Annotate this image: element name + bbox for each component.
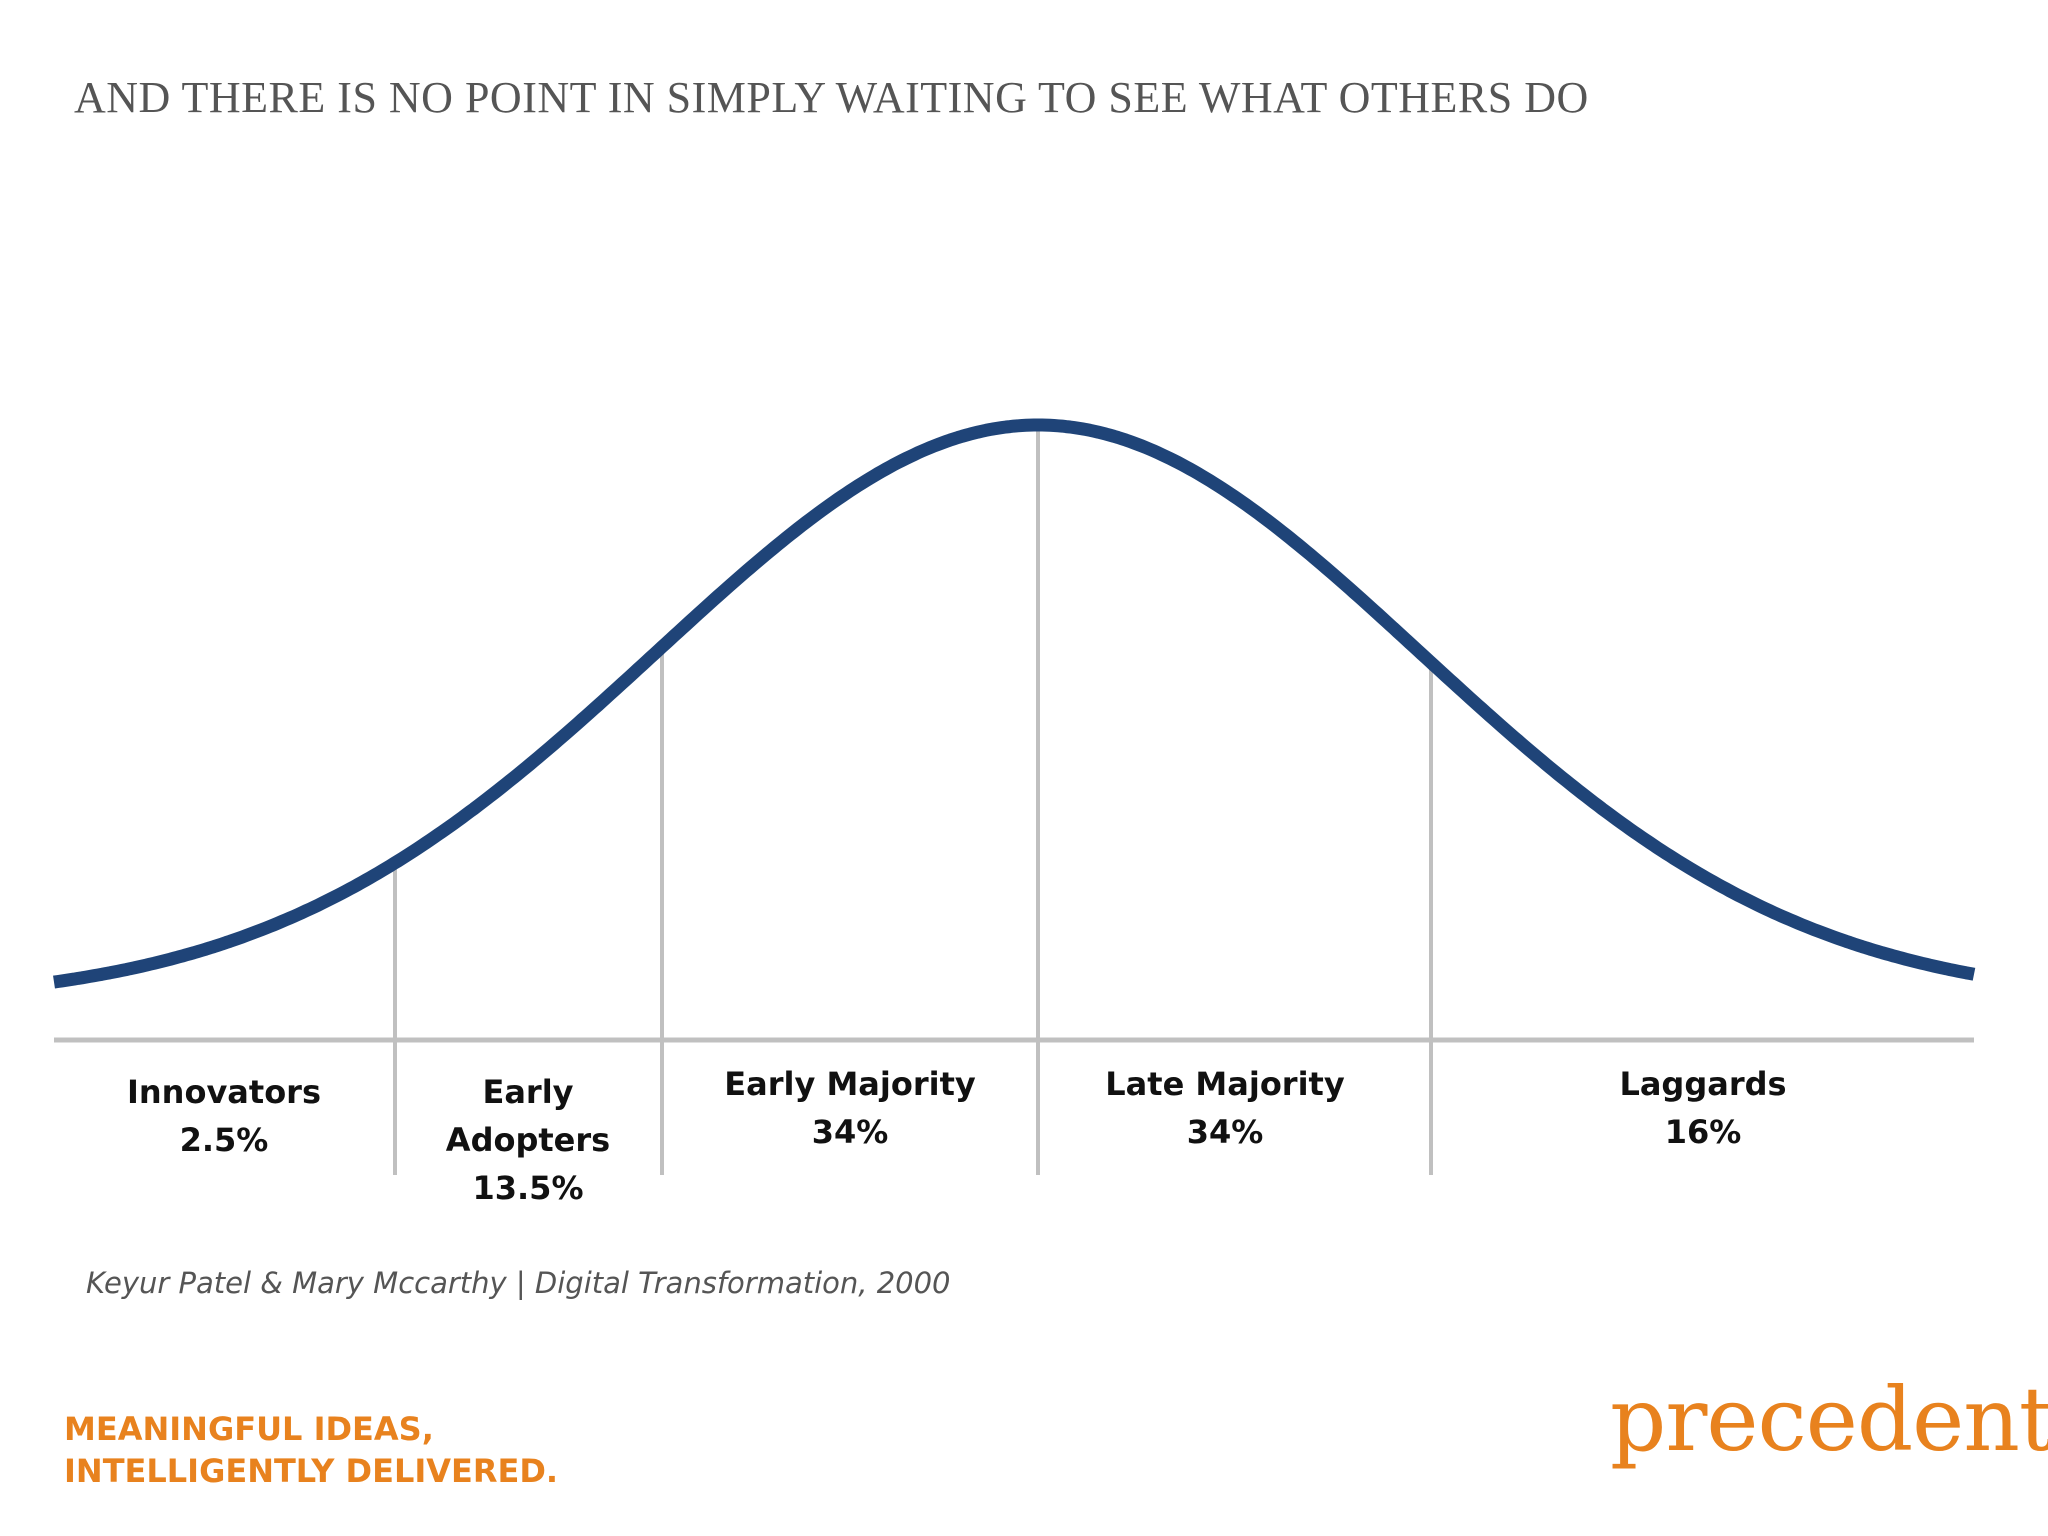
segment-share: 16% [1664,1113,1742,1151]
segment-name: Innovators [126,1073,322,1111]
segment-name: Early Majority [724,1065,976,1103]
tagline-line-1: MEANINGFUL IDEAS, [64,1410,434,1448]
source-citation: Keyur Patel & Mary Mccarthy | Digital Tr… [86,1266,951,1300]
segment-label-early-adopters: Early Adopters 13.5% [446,1068,610,1212]
segment-label-laggards: Laggards 16% [1619,1060,1786,1156]
segment-name: Laggards [1619,1065,1787,1103]
segment-label-early-majority: Early Majority 34% [724,1060,976,1156]
bell-curve-line [51,418,1977,989]
segment-share: 2.5% [179,1121,269,1159]
segment-name: Early [482,1073,574,1111]
segment-share: 13.5% [472,1169,584,1207]
slide-title: AND THERE IS NO POINT IN SIMPLY WAITING … [74,73,1589,122]
segment-name: Late Majority [1105,1065,1345,1103]
tagline-line-2: INTELLIGENTLY DELIVERED. [64,1452,559,1490]
precedent-logo: precedent. [1610,1368,2048,1471]
tagline: MEANINGFUL IDEAS, INTELLIGENTLY DELIVERE… [64,1408,558,1492]
segment-label-innovators: Innovators 2.5% [127,1068,321,1164]
segment-share: 34% [1186,1113,1264,1151]
segment-name-line2: Adopters [445,1121,611,1159]
segment-label-late-majority: Late Majority 34% [1105,1060,1344,1156]
segment-share: 34% [811,1113,889,1151]
